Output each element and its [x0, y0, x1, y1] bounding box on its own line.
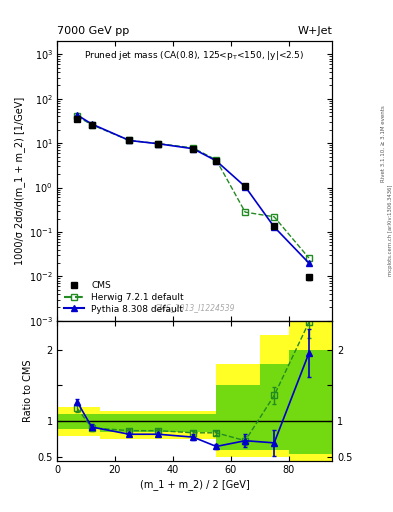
X-axis label: (m_1 + m_2) / 2 [GeV]: (m_1 + m_2) / 2 [GeV] [140, 479, 250, 490]
Bar [144, 411, 216, 439]
Bar [101, 414, 144, 432]
Text: 7000 GeV pp: 7000 GeV pp [57, 26, 129, 36]
Bar [260, 335, 288, 457]
Bar [144, 414, 216, 432]
Y-axis label: Ratio to CMS: Ratio to CMS [23, 359, 33, 422]
Text: mcplots.cern.ch [arXiv:1306.3436]: mcplots.cern.ch [arXiv:1306.3436] [388, 185, 393, 276]
Bar [101, 411, 144, 439]
Bar [216, 364, 260, 457]
Bar [216, 386, 260, 450]
Y-axis label: 1000/σ 2dσ/d(m_1 + m_2) [1/GeV]: 1000/σ 2dσ/d(m_1 + m_2) [1/GeV] [14, 97, 25, 265]
Bar [57, 407, 101, 436]
Bar [288, 321, 332, 461]
Bar [288, 350, 332, 454]
Text: Rivet 3.1.10, ≥ 3.1M events: Rivet 3.1.10, ≥ 3.1M events [381, 105, 386, 182]
Legend: CMS, Herwig 7.2.1 default, Pythia 8.308 default: CMS, Herwig 7.2.1 default, Pythia 8.308 … [61, 279, 187, 316]
Bar [260, 364, 288, 450]
Bar [57, 414, 101, 429]
Text: Pruned jet mass (CA(0.8), 125<p$_\mathregular{T}$<150, |y|<2.5): Pruned jet mass (CA(0.8), 125<p$_\mathre… [84, 49, 305, 62]
Text: W+Jet: W+Jet [297, 26, 332, 36]
Text: CMS_2013_I1224539: CMS_2013_I1224539 [154, 304, 235, 312]
